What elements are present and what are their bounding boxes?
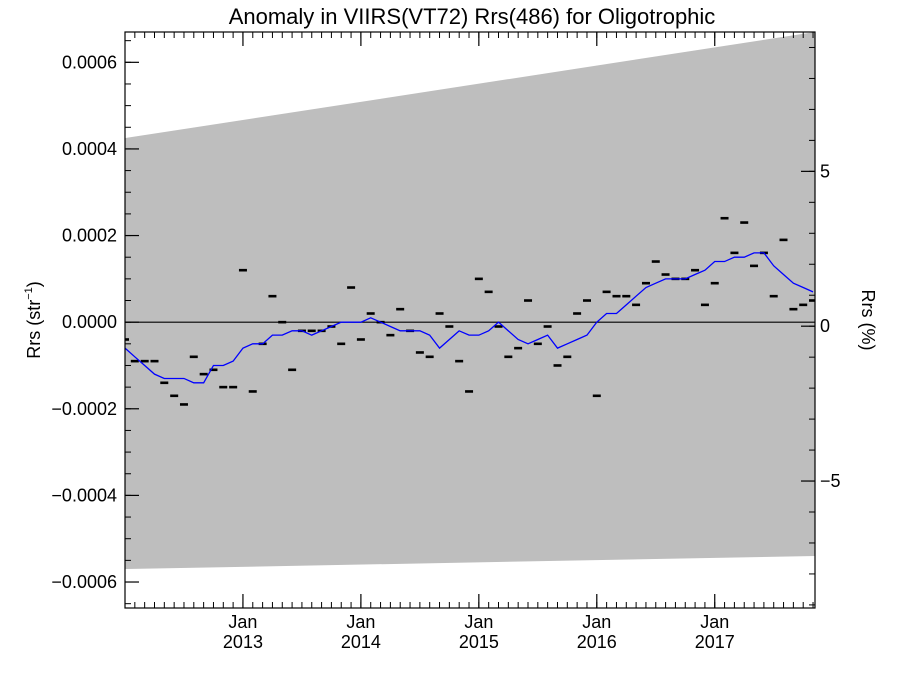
x-tick-label-month: Jan xyxy=(700,612,729,632)
y-tick-label-left: −0.0006 xyxy=(51,572,117,592)
x-tick-label-year: 2017 xyxy=(695,632,735,652)
x-tick-label-year: 2015 xyxy=(459,632,499,652)
chart-title: Anomaly in VIIRS(VT72) Rrs(486) for Olig… xyxy=(229,4,716,29)
y-axis-label-left-close: ) xyxy=(24,281,44,287)
x-tick-label-month: Jan xyxy=(346,612,375,632)
y-axis-label-left-superscript: −1 xyxy=(23,287,35,300)
y-tick-label-left: 0.0006 xyxy=(62,52,117,72)
x-tick-label-month: Jan xyxy=(228,612,257,632)
y-tick-label-right: 0 xyxy=(820,316,830,336)
y-tick-label-left: −0.0004 xyxy=(51,485,117,505)
x-tick-label-year: 2014 xyxy=(341,632,381,652)
y-axis-label-left-base: Rrs (str xyxy=(24,300,44,359)
y-tick-label-right: 5 xyxy=(820,161,830,181)
y-axis-label-left: Rrs (str−1) xyxy=(23,281,44,359)
x-tick-label-year: 2013 xyxy=(223,632,263,652)
y-tick-label-left: 0.0004 xyxy=(62,139,117,159)
axes: Jan2013Jan2014Jan2015Jan2016Jan20170.000… xyxy=(51,32,841,652)
y-tick-label-left: −0.0002 xyxy=(51,399,117,419)
x-tick-label-month: Jan xyxy=(464,612,493,632)
y-tick-label-left: 0.0000 xyxy=(62,312,117,332)
plot-area xyxy=(125,32,815,570)
x-tick-label-year: 2016 xyxy=(577,632,617,652)
y-axis-label-right: Rrs (%) xyxy=(858,290,878,351)
x-tick-label-month: Jan xyxy=(582,612,611,632)
plot-frame xyxy=(124,31,816,609)
y-tick-label-right: −5 xyxy=(820,471,841,491)
y-tick-label-left: 0.0002 xyxy=(62,226,117,246)
trend-line xyxy=(125,252,814,384)
uncertainty-band xyxy=(125,32,815,570)
